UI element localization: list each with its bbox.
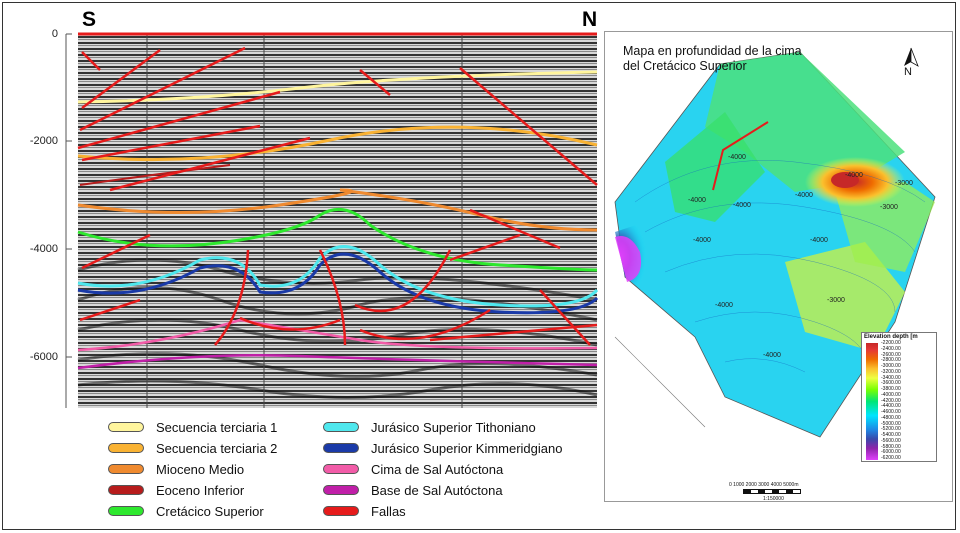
contour-label: -4000 [810,237,828,244]
horizon-eoceno-inferior [79,164,231,186]
colorbar-label: -4200.00 [881,397,901,404]
colorbar-label: -3600.00 [881,380,901,387]
contour-label: -3000 [880,204,898,211]
legend-item: Jurásico Superior Tithoniano [323,418,536,436]
faults [77,46,598,346]
legend-label: Jurásico Superior Kimmeridgiano [371,440,563,456]
legend-swatch [323,422,359,432]
depth-tick: -6000 [29,351,58,363]
north-arrow-icon [904,48,911,66]
depth-tick: 0 [51,28,58,40]
legend-label: Mioceno Medio [156,461,245,477]
south-label: S [82,8,97,31]
legend-item: Cima de Sal Autóctona [323,460,503,478]
fault-trace [712,121,769,191]
contour-label: -3000 [895,180,913,187]
legend-swatch [108,422,144,432]
legend-item: Base de Sal Autóctona [323,481,503,499]
colorbar-label: -2800.00 [881,357,901,364]
legend-item: Secuencia terciaria 2 [108,439,277,457]
colorbar-label: -6200.00 [881,455,901,461]
legend-swatch [108,443,144,453]
colorbar-label: -5000.00 [881,420,901,427]
map-title: Mapa en profundidad de la cima del Cretá… [623,44,802,73]
contour-label: -4000 [795,192,813,199]
legend-item: Jurásico Superior Kimmeridgiano [323,439,562,457]
horizon-cretacico-superior [77,207,598,272]
scale-bar [743,489,801,494]
seismic-image [78,33,597,408]
legend-label: Fallas [371,503,406,519]
legend-item: Secuencia terciaria 1 [108,418,277,436]
colorbar: Elevation depth [m -2200.00 -2400.00 -2600… [861,332,937,462]
colorbar-label: -5600.00 [881,437,901,444]
legend-label: Cima de Sal Autóctona [371,461,504,477]
legend-item: Mioceno Medio [108,460,244,478]
contour-label: -4000 [728,154,746,161]
legend-item: Fallas [323,502,406,520]
contour-label: -4000 [845,172,863,179]
horizon-jurasico-kimmeridgiano [77,252,599,315]
colorbar-label: -5200.00 [881,426,901,433]
seismic-section [65,32,599,408]
colorbar-label: -4600.00 [881,409,901,415]
colorbar-label: -2600.00 [881,351,901,358]
legend-swatch [323,443,359,453]
legend-swatch [323,485,359,495]
contour-label: -4000 [763,352,781,359]
colorbar-gradient [866,343,878,460]
scale-ratio: 1:150000 [763,496,784,502]
colorbar-label: -4400.00 [881,403,901,410]
legend-swatch [108,464,144,474]
depth-map-panel: Mapa en profundidad de la cima del Cretá… [604,31,953,502]
horizon-mioceno-medio [77,188,598,232]
map-north-label: N [904,66,912,78]
legend-item: Eoceno Inferior [108,481,244,499]
contour-label: -3000 [827,297,845,304]
legend-label: Secuencia terciaria 2 [156,440,278,456]
scale-text: 0 1000 2000 3000 4000 5000m [729,482,799,488]
contour-label: -4000 [693,237,711,244]
horizon-secuencia-terciaria-1 [77,70,598,104]
horizon-base-sal [77,353,598,370]
contour-label: -4000 [688,197,706,204]
contour-label: -4000 [733,202,751,209]
colorbar-label: -5800.00 [881,443,901,450]
legend-swatch [108,485,144,495]
horizon-secuencia-terciaria-2 [77,125,598,162]
colorbar-label: -4000.00 [881,391,901,398]
horizon-cima-sal [77,318,598,352]
depth-map [614,47,936,438]
colorbar-label: -3000.00 [881,363,901,369]
colorbar-label: -3200.00 [881,368,901,375]
legend-label: Eoceno Inferior [156,482,245,498]
legend-swatch [108,506,144,516]
legend-item: Cretácico Superior [108,502,264,520]
north-direction-label: N [582,8,598,31]
colorbar-label: -2200.00 [881,340,901,346]
colorbar-label: -5400.00 [881,432,901,438]
legend-label: Base de Sal Autóctona [371,482,503,498]
legend-label: Jurásico Superior Tithoniano [371,419,536,435]
colorbar-label: -6000.00 [881,449,901,456]
legend: Secuencia terciaria 1 Secuencia terciaria… [108,418,578,523]
colorbar-label: -4800.00 [881,414,901,421]
colorbar-label: -3800.00 [881,386,901,392]
contour-label: -4000 [715,302,733,309]
legend-label: Cretácico Superior [156,503,264,519]
colorbar-label: -3400.00 [881,374,901,381]
colorbar-label: -2400.00 [881,345,901,352]
colorbar-title: Elevation depth [m [864,334,918,340]
legend-label: Secuencia terciaria 1 [156,419,278,435]
legend-swatch [323,506,359,516]
horizon-jurasico-tithoniano [77,245,599,308]
depth-tick: -4000 [29,243,58,255]
legend-swatch [323,464,359,474]
depth-tick: -2000 [29,135,58,147]
